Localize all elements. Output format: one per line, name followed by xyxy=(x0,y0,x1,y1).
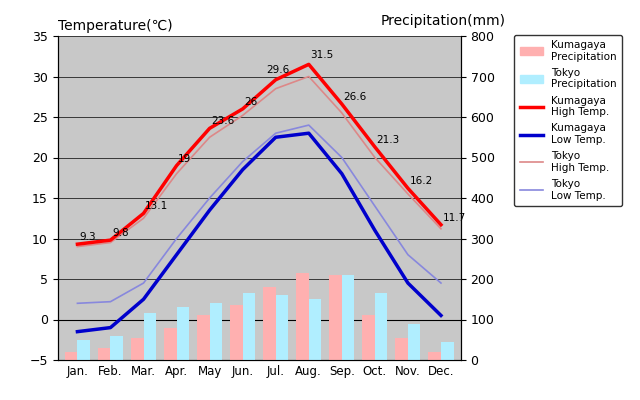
Bar xyxy=(77,340,90,360)
Bar xyxy=(362,316,375,360)
Text: 31.5: 31.5 xyxy=(310,50,333,60)
Text: Temperature(℃): Temperature(℃) xyxy=(58,20,172,34)
Bar xyxy=(441,342,454,360)
Text: Precipitation(mm): Precipitation(mm) xyxy=(381,14,506,28)
Bar xyxy=(98,348,111,360)
Text: 9.8: 9.8 xyxy=(112,228,129,238)
Bar xyxy=(111,336,123,360)
Bar xyxy=(131,338,143,360)
Bar xyxy=(396,338,408,360)
Text: 26: 26 xyxy=(244,97,257,107)
Text: 19: 19 xyxy=(178,154,191,164)
Bar xyxy=(164,328,177,360)
Text: 29.6: 29.6 xyxy=(266,65,289,75)
Bar xyxy=(210,303,222,360)
Bar xyxy=(308,299,321,360)
Text: 11.7: 11.7 xyxy=(443,213,466,223)
Text: 13.1: 13.1 xyxy=(145,201,168,211)
Text: 9.3: 9.3 xyxy=(79,232,96,242)
Bar xyxy=(408,324,420,360)
Bar xyxy=(177,307,189,360)
Legend: Kumagaya
Precipitation, Tokyo
Precipitation, Kumagaya
High Temp., Kumagaya
Low T: Kumagaya Precipitation, Tokyo Precipitat… xyxy=(515,35,621,206)
Bar xyxy=(230,305,243,360)
Bar xyxy=(143,314,156,360)
Bar xyxy=(243,293,255,360)
Bar xyxy=(65,352,77,360)
Bar xyxy=(296,273,308,360)
Bar xyxy=(197,316,210,360)
Text: 26.6: 26.6 xyxy=(344,92,367,102)
Bar xyxy=(276,295,288,360)
Text: 23.6: 23.6 xyxy=(211,116,234,126)
Bar xyxy=(375,293,387,360)
Bar xyxy=(263,287,276,360)
Text: 21.3: 21.3 xyxy=(376,135,400,145)
Text: 16.2: 16.2 xyxy=(410,176,433,186)
Bar xyxy=(329,275,342,360)
Bar xyxy=(428,352,441,360)
Bar xyxy=(342,275,355,360)
